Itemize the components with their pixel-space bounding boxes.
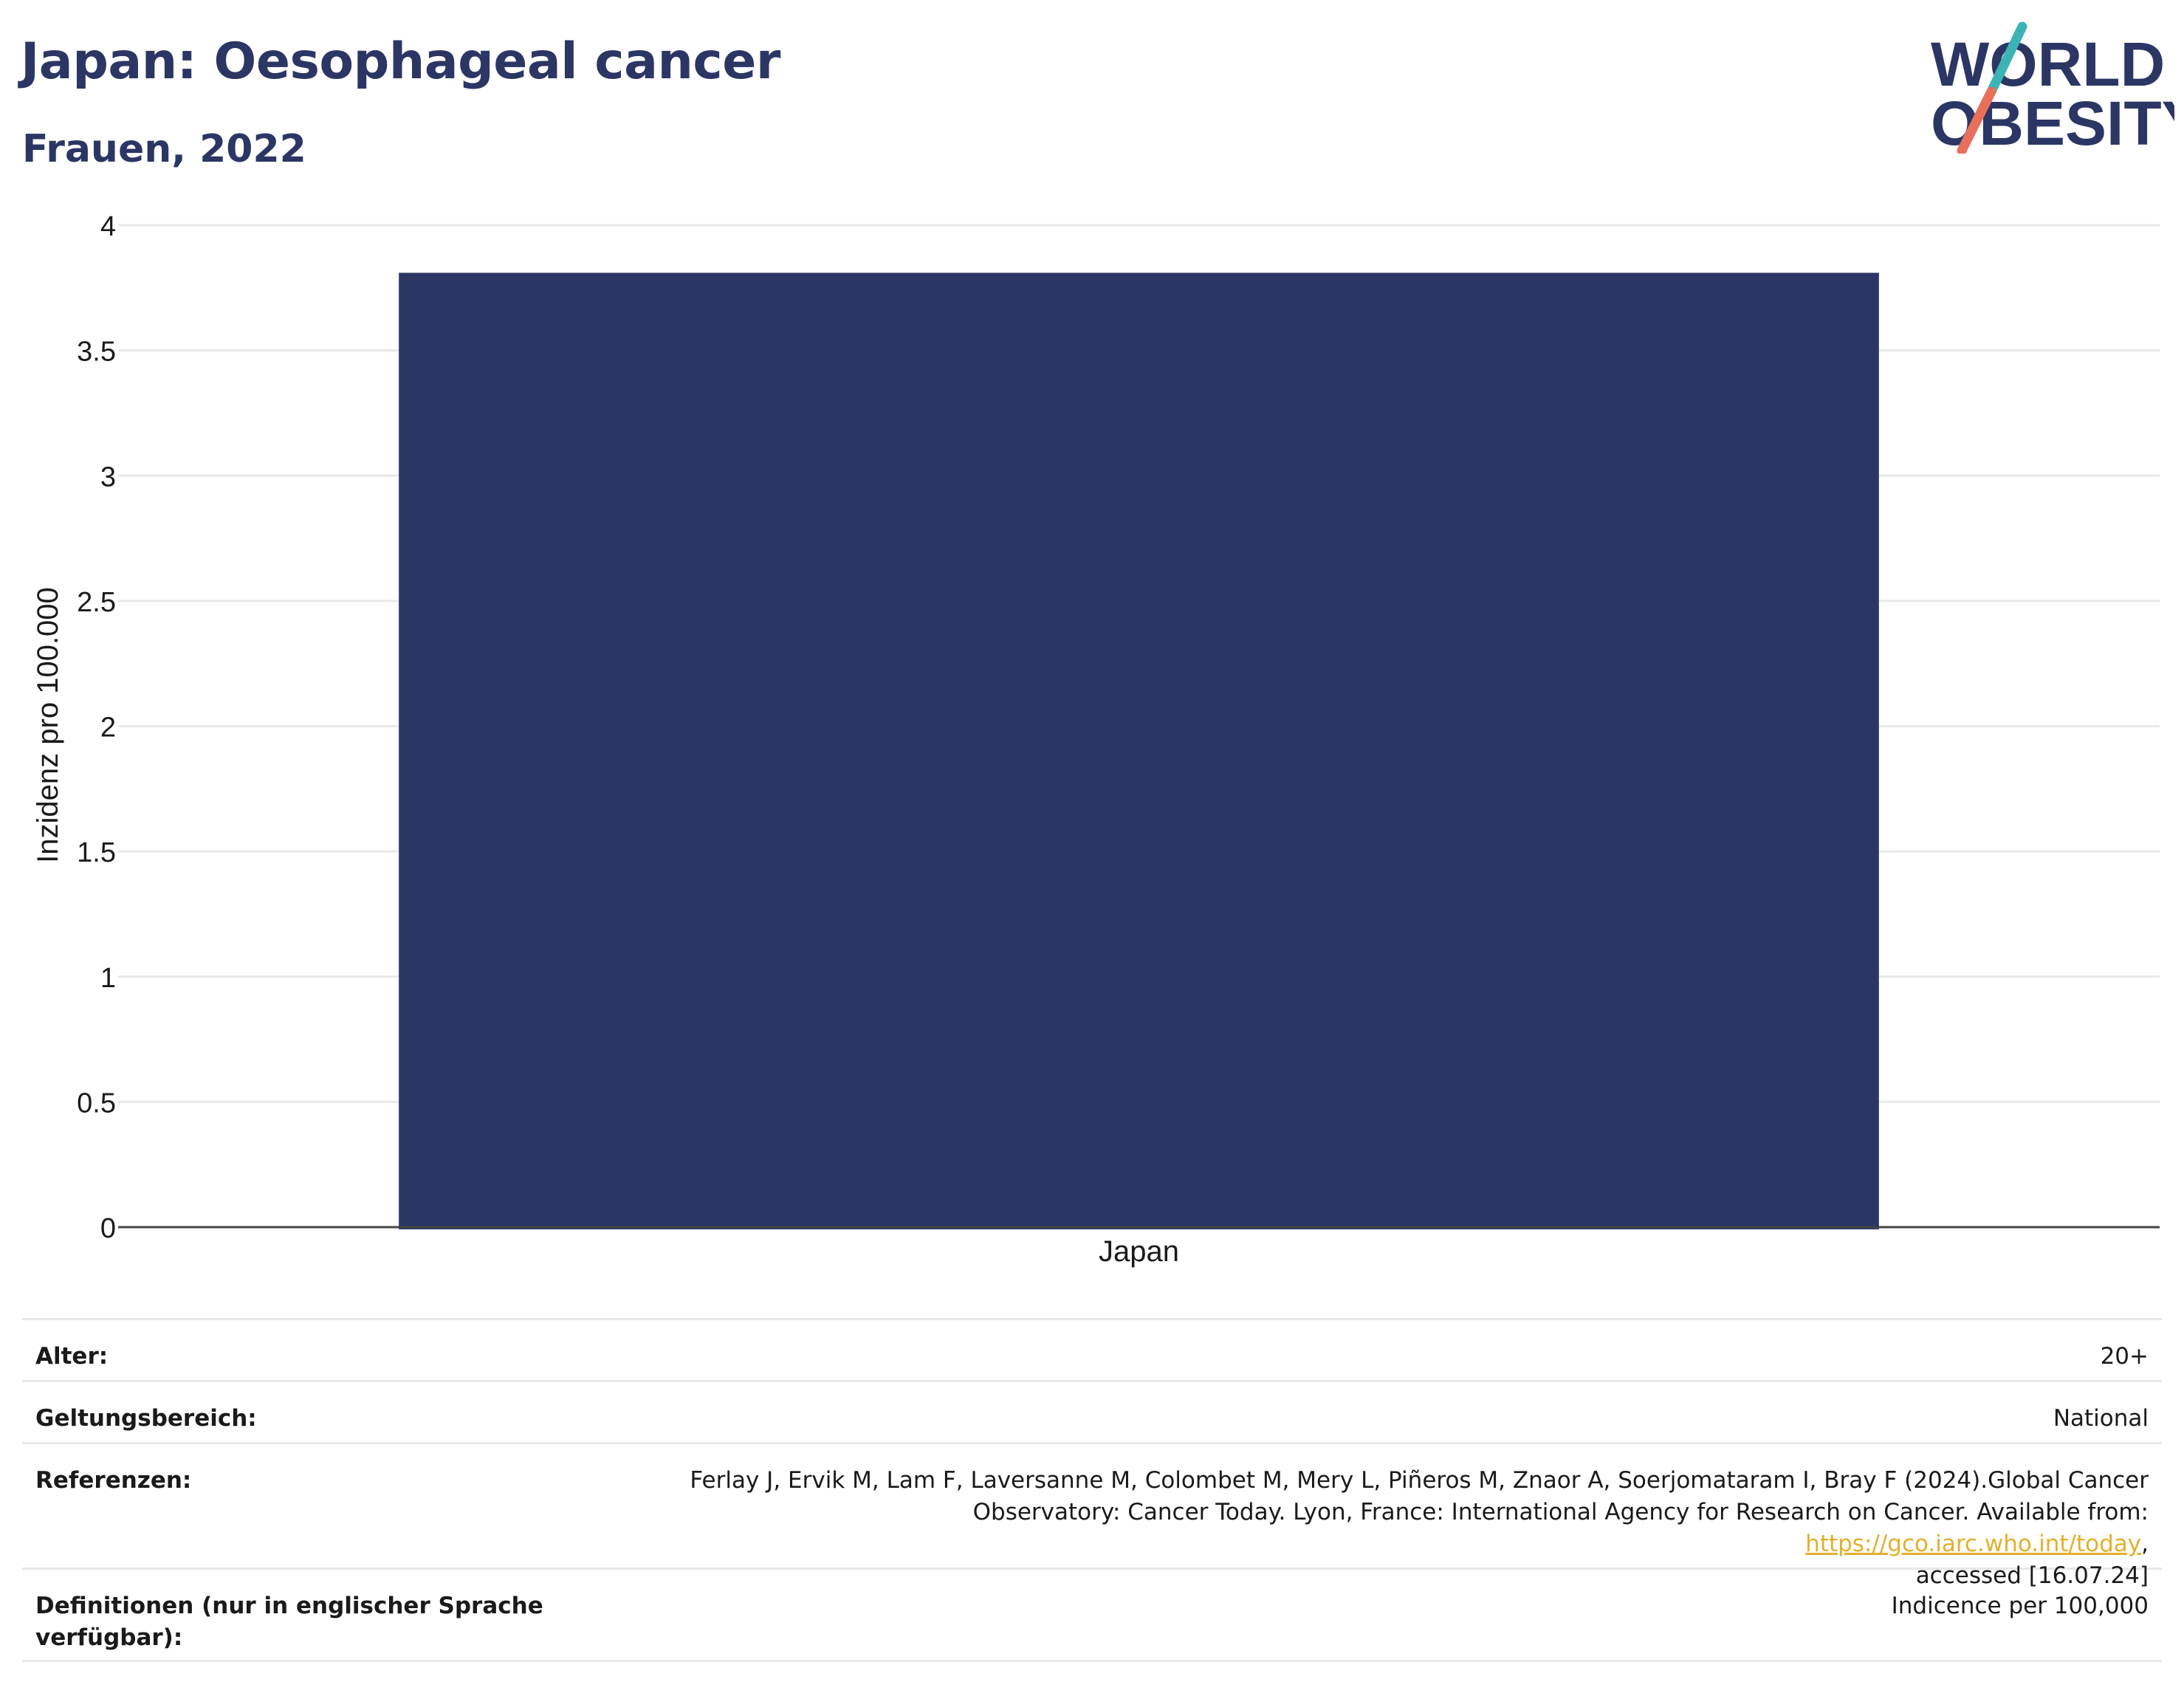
references-text-2: Observatory: Cancer Today. Lyon, France:… bbox=[972, 1499, 2149, 1525]
definitions-value: Indicence per 100,000 bbox=[1891, 1593, 2149, 1619]
meta-row-definitions: Definitionen (nur in englischer Sprache … bbox=[22, 1568, 2162, 1662]
metadata-table: Alter: 20+ Geltungsbereich: National Ref… bbox=[22, 1318, 2162, 1662]
logo-slash-teal bbox=[1986, 21, 2027, 97]
y-tick-label: 4 bbox=[100, 211, 116, 242]
bar-japan[interactable] bbox=[399, 272, 1879, 1229]
world-obesity-logo: WORLD OBESITY bbox=[1931, 21, 2174, 154]
y-tick-label: 1 bbox=[100, 963, 116, 994]
chart-title: Japan: Oesophageal cancer bbox=[21, 32, 780, 91]
references-value: Ferlay J, Ervik M, Lam F, Laversanne M, … bbox=[628, 1465, 2149, 1592]
y-tick-label: 0 bbox=[100, 1213, 116, 1244]
references-text-1: Ferlay J, Ervik M, Lam F, Laversanne M, … bbox=[690, 1467, 2149, 1494]
scope-value: National bbox=[2053, 1405, 2149, 1432]
chart-subtitle: Frauen, 2022 bbox=[22, 127, 306, 171]
logo-slash-coral bbox=[1957, 86, 1996, 154]
references-text-4: accessed [16.07.24] bbox=[1915, 1562, 2149, 1589]
axes: 0 0.5 1 1.5 2 2.5 3 3.5 4 Japan bbox=[77, 211, 2160, 1268]
references-link[interactable]: https://gco.iarc.who.int/today bbox=[1805, 1531, 2142, 1557]
x-tick-label: Japan bbox=[1099, 1235, 1179, 1268]
y-tick-label: 1.5 bbox=[77, 837, 116, 868]
meta-row-references: Referenzen: Ferlay J, Ervik M, Lam F, La… bbox=[22, 1442, 2162, 1589]
y-axis-label: Inzidenz pro 100.000 bbox=[32, 587, 64, 863]
meta-row-age: Alter: 20+ bbox=[22, 1318, 2162, 1380]
y-tick-label: 2.5 bbox=[77, 587, 116, 618]
y-tick-label: 3.5 bbox=[77, 337, 116, 368]
age-value: 20+ bbox=[2100, 1343, 2149, 1370]
y-tick-label: 0.5 bbox=[77, 1088, 116, 1119]
age-label: Alter: bbox=[35, 1343, 109, 1370]
bar-chart: 0 0.5 1 1.5 2 2.5 3 3.5 4 Japan Inzidenz pro 100.… bbox=[32, 211, 2160, 1268]
scope-label: Geltungsbereich: bbox=[35, 1405, 257, 1432]
meta-row-scope: Geltungsbereich: National bbox=[22, 1380, 2162, 1442]
references-text-3: , bbox=[2141, 1531, 2149, 1557]
y-tick-label: 2 bbox=[100, 713, 116, 744]
definitions-label: Definitionen (nur in englischer Sprache … bbox=[35, 1593, 543, 1651]
logo-text-world: WORLD bbox=[1931, 30, 2165, 99]
bars bbox=[399, 272, 1879, 1229]
references-label: Referenzen: bbox=[35, 1467, 192, 1494]
y-tick-label: 3 bbox=[100, 461, 116, 492]
